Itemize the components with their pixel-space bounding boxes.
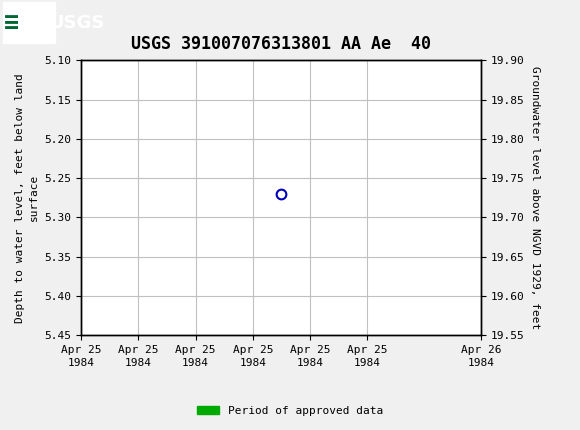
Legend: Period of approved data: Period of approved data [193, 401, 387, 420]
Y-axis label: Groundwater level above NGVD 1929, feet: Groundwater level above NGVD 1929, feet [531, 66, 541, 329]
Title: USGS 391007076313801 AA Ae  40: USGS 391007076313801 AA Ae 40 [131, 35, 432, 53]
Text: USGS: USGS [49, 14, 104, 31]
Text: ≡: ≡ [4, 11, 19, 34]
Y-axis label: Depth to water level, feet below land
surface: Depth to water level, feet below land su… [15, 73, 39, 322]
Bar [3, 2, 55, 43]
